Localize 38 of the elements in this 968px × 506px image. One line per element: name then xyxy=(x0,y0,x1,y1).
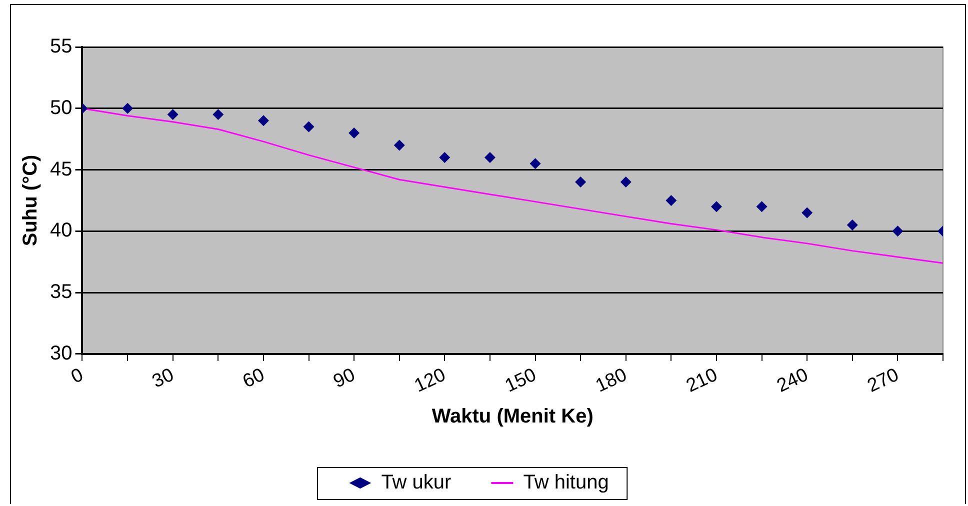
x-tick-label: 60 xyxy=(240,364,268,392)
point xyxy=(756,201,768,212)
point xyxy=(846,220,858,231)
legend-label: Tw hitung xyxy=(523,472,609,494)
x-tick-label: 90 xyxy=(330,364,358,392)
point xyxy=(212,109,224,120)
point xyxy=(122,102,134,114)
y-tick-label: 40 xyxy=(50,220,72,242)
x-tick-label: 180 xyxy=(592,364,630,397)
y-tick-label: 55 xyxy=(50,36,72,58)
y-tick-label: 45 xyxy=(50,158,72,180)
point xyxy=(620,176,632,188)
point xyxy=(892,226,904,237)
x-tick-label: 120 xyxy=(411,364,449,397)
point xyxy=(439,152,450,163)
point xyxy=(575,176,586,188)
legend-label: Tw ukur xyxy=(381,472,452,494)
x-tick-label: 240 xyxy=(774,364,812,397)
y-tick-label: 50 xyxy=(50,96,72,119)
x-tick-label: 210 xyxy=(683,364,721,397)
point xyxy=(167,109,178,120)
y-axis-title: Suhu (°C) xyxy=(20,154,42,246)
point xyxy=(530,158,541,170)
x-tick-label: 30 xyxy=(149,364,178,392)
x-tick-label: 150 xyxy=(502,364,540,397)
point xyxy=(802,207,813,218)
point xyxy=(348,127,360,138)
point xyxy=(666,194,677,206)
point xyxy=(258,115,269,126)
x-tick-label: 0 xyxy=(68,364,87,388)
y-tick-label: 35 xyxy=(50,281,72,304)
x-axis-title: Waktu (Menit Ke) xyxy=(432,406,594,428)
point xyxy=(484,152,496,163)
point xyxy=(710,201,722,212)
point xyxy=(394,140,405,151)
point xyxy=(303,121,314,132)
y-tick-label: 30 xyxy=(50,342,72,364)
x-tick-label: 270 xyxy=(864,364,902,397)
